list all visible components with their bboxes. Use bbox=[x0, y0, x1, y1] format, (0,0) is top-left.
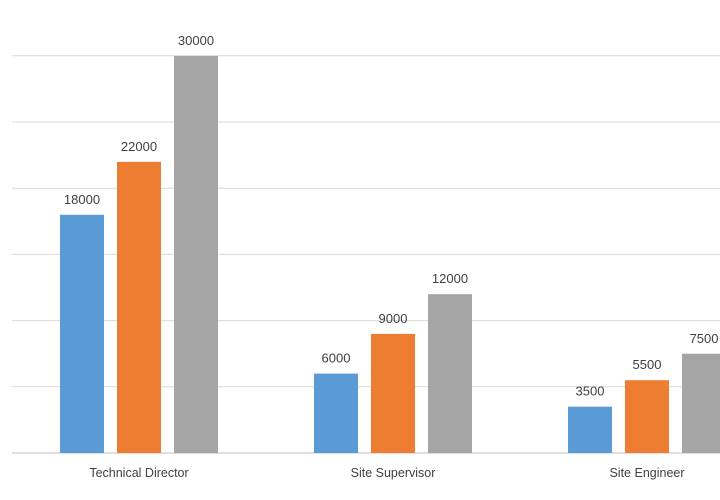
data-label: 5500 bbox=[633, 357, 662, 372]
bar bbox=[568, 406, 612, 453]
bar bbox=[428, 294, 472, 453]
data-label: 3500 bbox=[576, 384, 605, 399]
data-label: 6000 bbox=[322, 351, 351, 366]
category-label: Technical Director bbox=[89, 466, 188, 480]
bar bbox=[174, 56, 218, 453]
bar bbox=[371, 333, 415, 453]
data-label: 7500 bbox=[690, 331, 719, 346]
bar bbox=[625, 380, 669, 453]
category-label: Site Engineer bbox=[609, 466, 684, 480]
data-label: 22000 bbox=[121, 139, 157, 154]
category-labels: Technical Director Site Supervisor Site En… bbox=[89, 466, 684, 480]
bar bbox=[682, 353, 720, 453]
bar bbox=[314, 373, 358, 453]
data-labels: 18000 6000 3500 22000 9000 5500 30000 12000 7500 bbox=[64, 33, 719, 399]
bar bbox=[60, 214, 104, 453]
data-label: 9000 bbox=[379, 311, 408, 326]
bar bbox=[117, 161, 161, 453]
bars bbox=[60, 56, 720, 453]
data-label: 18000 bbox=[64, 192, 100, 207]
data-label: 12000 bbox=[432, 271, 468, 286]
category-label: Site Supervisor bbox=[351, 466, 436, 480]
data-label: 30000 bbox=[178, 33, 214, 48]
